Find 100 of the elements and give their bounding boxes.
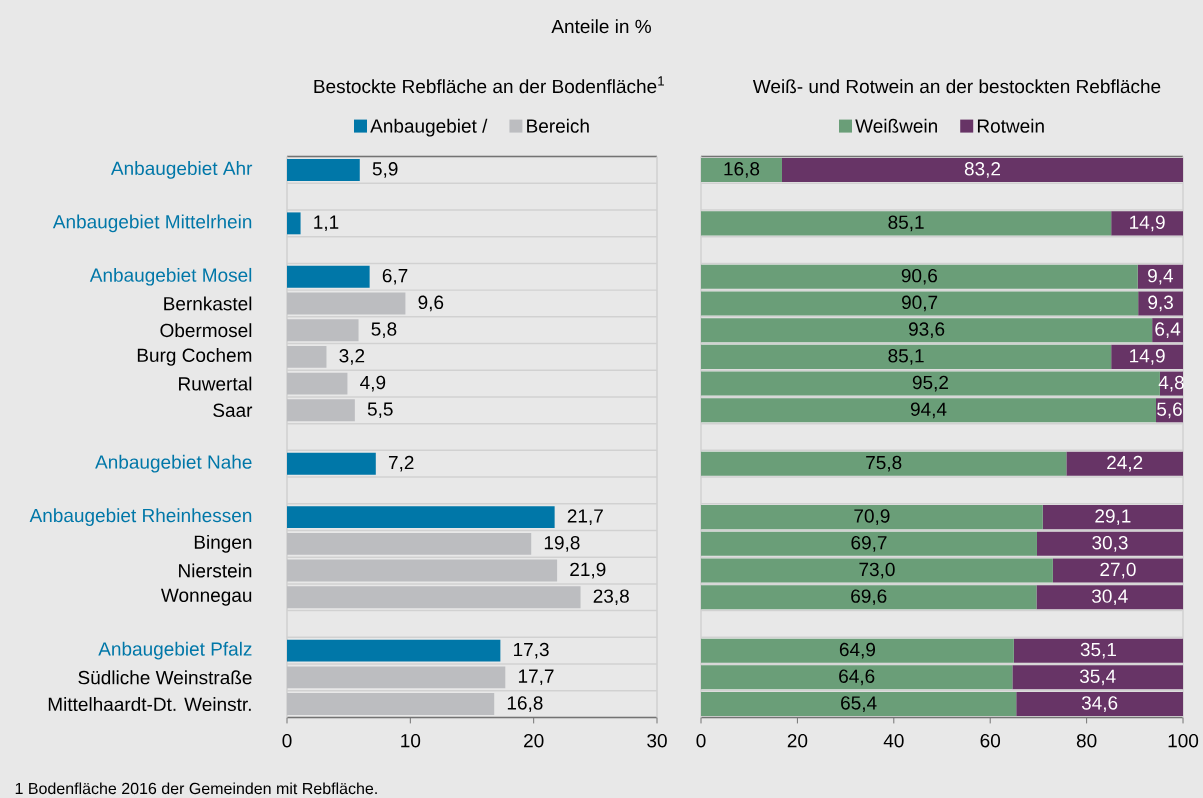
bar	[701, 264, 1138, 289]
y-tick-label: Bernkastel	[164, 296, 252, 311]
data-label: 14,9	[1130, 215, 1165, 232]
bar	[781, 157, 1184, 182]
x-tick-label: 0	[282, 733, 292, 748]
data-label: 9,3	[1148, 295, 1173, 312]
data-label: 73,0	[859, 562, 895, 579]
data-label: 9,4	[1148, 268, 1174, 285]
data-label: 35,4	[1079, 669, 1116, 686]
y-tick-label: Wonnegau	[160, 588, 252, 606]
data-label: 7,2	[388, 455, 414, 472]
y-tick-label: Anbaugebiet Mosel	[89, 267, 252, 286]
data-label: 29,1	[1095, 509, 1131, 525]
bar	[1016, 692, 1184, 717]
legend-label: Weißwein	[855, 118, 937, 133]
data-label: 17,7	[518, 669, 554, 686]
bar	[701, 558, 1053, 583]
data-label: 69,7	[851, 535, 887, 552]
data-label: 69,6	[851, 589, 887, 606]
bar	[287, 452, 376, 475]
bar	[287, 345, 327, 368]
bar	[701, 531, 1037, 556]
bar	[701, 451, 1067, 476]
data-label: 17,3	[514, 642, 549, 659]
bar	[701, 344, 1112, 369]
bar	[701, 665, 1013, 690]
chart-title: Weiß- und Rotwein an der bestockten Rebfläche	[752, 79, 1161, 94]
bar	[1013, 638, 1184, 663]
data-label: 9,6	[418, 295, 444, 312]
data-label: 16,8	[724, 162, 760, 178]
data-label: 5,5	[367, 402, 393, 419]
data-label: 93,6	[908, 322, 945, 339]
data-label: 19,8	[544, 535, 580, 552]
bar	[287, 159, 360, 181]
bar	[287, 292, 406, 315]
bar	[287, 265, 370, 288]
data-label: 5,8	[371, 322, 397, 339]
data-label: 64,6	[839, 669, 875, 686]
bar	[701, 585, 1037, 610]
bar	[701, 291, 1139, 316]
legend-label: Rotwein	[977, 118, 1044, 133]
bar	[1052, 558, 1184, 583]
y-tick-label: Anbaugebiet Rheinhessen	[29, 508, 252, 526]
bar	[701, 398, 1157, 423]
bar	[287, 399, 355, 422]
bar	[287, 372, 348, 395]
legend-label: Anbaugebiet /	[370, 118, 488, 137]
data-label: 23,8	[593, 589, 629, 606]
data-label: 70,9	[854, 509, 890, 525]
bar	[287, 639, 501, 662]
x-tick-label: 40	[883, 733, 904, 748]
data-label: 65,4	[841, 696, 877, 712]
data-label: 21,7	[567, 509, 603, 525]
data-label: 95,2	[912, 375, 948, 392]
bar	[1012, 665, 1184, 690]
y-tick-label: Anbaugebiet Ahr	[110, 161, 253, 179]
data-label: 90,6	[901, 268, 938, 285]
x-tick-label: 80	[1076, 733, 1097, 748]
y-tick-label: Ruwertal	[179, 376, 252, 391]
data-label: 34,6	[1081, 696, 1118, 712]
data-label: 5,6	[1157, 402, 1182, 419]
data-label: 27,0	[1100, 562, 1136, 579]
x-tick-label: 20	[787, 733, 808, 748]
legend-label: Bereich	[527, 118, 589, 133]
x-tick-label: 10	[401, 733, 421, 748]
x-tick-label: 60	[980, 733, 1001, 748]
data-label: 90,7	[902, 295, 938, 312]
data-label: 64,9	[839, 642, 876, 659]
data-label: 94,4	[910, 402, 947, 419]
bar	[1111, 211, 1184, 236]
data-label: 35,1	[1080, 642, 1116, 659]
bar	[287, 212, 301, 235]
data-label: 75,8	[866, 455, 902, 472]
bar	[287, 666, 506, 689]
x-tick-label: 100	[1168, 733, 1199, 748]
data-label: 3,2	[339, 349, 365, 365]
bar	[701, 157, 782, 182]
bar	[1042, 505, 1184, 530]
data-label: 30,3	[1092, 535, 1128, 552]
bar	[701, 638, 1014, 663]
data-label: 4,9	[360, 375, 386, 392]
data-label: 6,4	[1155, 322, 1181, 339]
data-label: 85,1	[888, 215, 924, 232]
data-label: 30,4	[1091, 589, 1128, 606]
data-label: 6,7	[382, 268, 408, 285]
y-tick-label: Bingen	[194, 534, 252, 553]
y-tick-label: Mittelhaardt-Dt. Weinstr.	[48, 697, 251, 712]
bar	[287, 559, 558, 582]
bar	[1111, 344, 1184, 369]
y-tick-label: Südliche Weinstraße	[78, 670, 252, 685]
text: 1 Bodenfläche 2016 der Gemeinden mit Rebfläche.	[15, 782, 377, 795]
chart-subtitle: Bestockte Rebfläche an der Bodenfläche$^{1}$	[314, 76, 664, 94]
bar	[1066, 451, 1184, 476]
x-tick-label: 20	[524, 733, 544, 748]
bar	[1137, 264, 1184, 289]
bar	[701, 371, 1160, 396]
data-label: 21,9	[570, 562, 606, 579]
bar	[1036, 531, 1184, 556]
bar	[287, 532, 532, 555]
chart-title: Anteile in %	[551, 19, 651, 34]
